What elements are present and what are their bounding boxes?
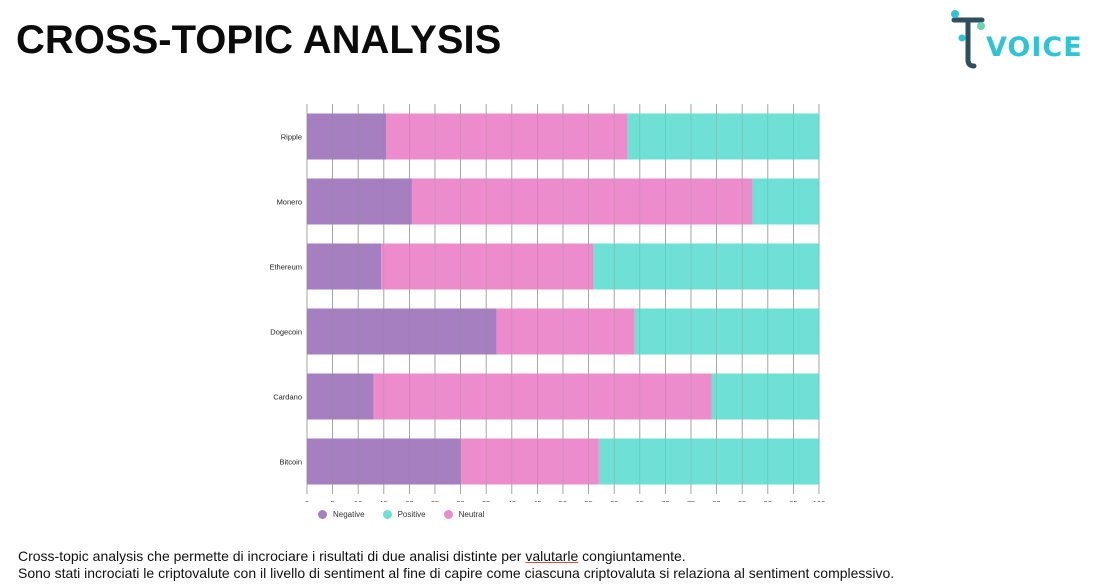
x-tick-label: 15 — [380, 499, 388, 502]
x-tick-label: 25 — [431, 499, 439, 502]
bar-neutral-bitcoin — [460, 438, 599, 485]
bar-negative-ethereum — [307, 243, 382, 290]
bar-negative-dogecoin — [307, 308, 497, 355]
y-category-label: Cardano — [273, 393, 302, 402]
x-tick-label: 60 — [610, 499, 618, 502]
bar-positive-bitcoin — [598, 438, 819, 485]
bar-negative-bitcoin — [307, 438, 461, 485]
legend-item-positive: Positive — [382, 510, 426, 519]
y-category-label: Bitcoin — [279, 458, 302, 467]
stacked-bar-chart: 0 5 10 15 20 25 30 35 40 45 50 55 60 65 70 75 80 85 90 95 10… — [269, 104, 826, 502]
bar-positive-monero — [752, 178, 819, 225]
caption-underlined-word: valutarle — [525, 548, 579, 564]
x-tick-label: 10 — [354, 499, 362, 502]
x-tick-label: 85 — [738, 499, 746, 502]
legend-label-neutral: Neutral — [458, 510, 485, 519]
caption-line-1: Cross-topic analysis che permette di inc… — [18, 548, 894, 565]
x-tick-label: 5 — [331, 499, 335, 502]
x-tick-label: 30 — [456, 499, 464, 502]
logo-wordmark: VOICE — [986, 32, 1083, 63]
bar-neutral-ripple — [386, 113, 627, 160]
x-tick-label: 45 — [533, 499, 541, 502]
bar-neutral-dogecoin — [496, 308, 635, 355]
x-tick-label: 0 — [305, 499, 309, 502]
x-tick-label: 65 — [636, 499, 644, 502]
caption-line-1-start: Cross-topic analysis che permette di inc… — [18, 548, 526, 564]
bar-neutral-cardano — [373, 373, 712, 420]
legend-item-negative: Negative — [318, 510, 365, 519]
legend-swatch-neutral — [443, 510, 453, 519]
y-category-label: Ripple — [281, 133, 302, 142]
x-tick-label: 50 — [559, 499, 567, 502]
x-tick-label: 95 — [789, 499, 797, 502]
caption-line-2: Sono stati incrociati le criptovalute co… — [18, 565, 895, 581]
bar-positive-ripple — [627, 113, 819, 160]
bar-negative-cardano — [307, 373, 374, 420]
bar-positive-dogecoin — [634, 308, 819, 355]
x-tick-label: 55 — [584, 499, 592, 502]
bar-negative-monero — [307, 178, 412, 225]
caption-line-1-end: congiuntamente. — [578, 548, 686, 564]
page-title: CROSS-TOPIC ANALYSIS — [16, 18, 502, 62]
tvoice-logo: VOICE — [948, 8, 1093, 70]
x-tick-label: 100 — [813, 499, 826, 502]
y-category-label: Dogecoin — [270, 328, 302, 337]
x-tick-label: 80 — [712, 499, 720, 502]
x-tick-label: 20 — [405, 499, 413, 502]
bar-negative-ripple — [307, 113, 387, 160]
chart-legend: Negative Positive Neutral — [318, 510, 484, 519]
x-tick-label: 75 — [687, 499, 695, 502]
bar-positive-ethereum — [593, 243, 819, 290]
bar-neutral-monero — [411, 178, 753, 225]
legend-item-neutral: Neutral — [443, 510, 485, 519]
y-category-label: Monero — [277, 198, 302, 207]
x-tick-label: 70 — [661, 499, 669, 502]
logo-t-icon — [951, 10, 985, 69]
legend-label-negative: Negative — [333, 510, 365, 519]
x-tick-label: 90 — [764, 499, 772, 502]
legend-label-positive: Positive — [397, 510, 426, 519]
y-category-label: Ethereum — [269, 263, 302, 272]
legend-swatch-negative — [318, 510, 327, 519]
bar-neutral-ethereum — [381, 243, 594, 290]
caption: Cross-topic analysis che permette di inc… — [18, 548, 894, 582]
bar-positive-cardano — [711, 373, 819, 420]
x-tick-label: 35 — [482, 499, 490, 502]
legend-swatch-positive — [382, 510, 392, 519]
x-tick-label: 40 — [508, 499, 516, 502]
